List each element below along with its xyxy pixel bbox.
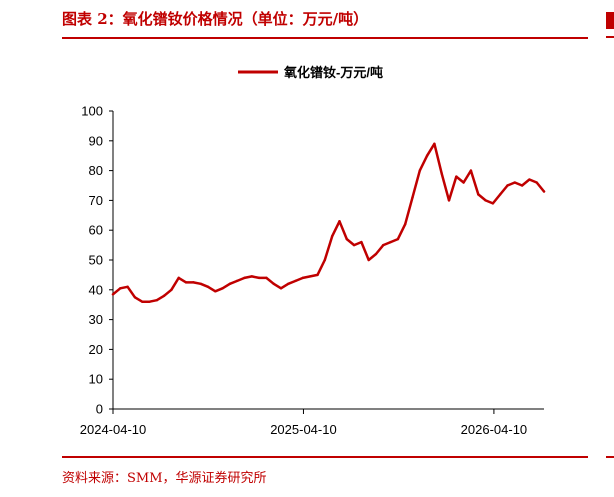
data-point [316, 273, 319, 277]
data-point [199, 282, 202, 286]
y-tick-label: 70 [89, 193, 103, 208]
data-point [177, 276, 180, 280]
data-point [542, 190, 546, 193]
data-point [447, 199, 451, 202]
y-tick-label: 60 [89, 223, 103, 238]
data-point [425, 154, 429, 157]
figure-title: 图表 2：氧化镨钕价格情况（单位：万元/吨） [62, 10, 369, 28]
data-point [250, 275, 253, 278]
data-point [411, 196, 414, 199]
data-point [513, 181, 516, 184]
data-point [382, 243, 385, 247]
data-point [374, 252, 378, 256]
data-point [279, 287, 283, 290]
source-note: 资料来源：SMM，华源证券研究所 [62, 471, 267, 486]
data-point [389, 240, 392, 244]
data-point [301, 276, 305, 280]
x-tick-label: 2026-04-10 [461, 422, 528, 437]
chart-axes: 0 10 20 30 40 50 60 70 80 90 100 2024-04-10 2025-04-… [80, 104, 544, 437]
chart-series [111, 142, 546, 303]
header-rule [62, 37, 588, 39]
data-point [528, 178, 531, 181]
data-point [396, 237, 400, 241]
data-point [469, 169, 473, 172]
data-point [352, 243, 356, 247]
data-point [257, 276, 261, 280]
y-tick-label: 90 [89, 133, 103, 148]
data-point [126, 285, 129, 289]
data-point [221, 287, 224, 290]
y-tick-label: 40 [89, 282, 103, 297]
data-point [133, 296, 137, 299]
y-tick-label: 10 [89, 372, 103, 387]
data-point [119, 287, 122, 290]
data-point [345, 237, 348, 241]
x-tick-label: 2025-04-10 [270, 422, 337, 437]
data-point [462, 181, 465, 184]
data-point [360, 240, 363, 244]
adjacent-column-footer-rule [606, 456, 614, 458]
data-point [484, 199, 487, 202]
legend-label: 氧化镨钕-万元/吨 [283, 65, 383, 80]
data-point [404, 223, 407, 226]
data-point [498, 193, 502, 196]
adjacent-column-header-rule [606, 36, 614, 38]
adjacent-column-title-marker [606, 12, 614, 29]
data-point [170, 288, 173, 291]
data-point [491, 202, 495, 205]
data-point [265, 276, 268, 280]
data-point [287, 282, 290, 286]
data-point [477, 193, 480, 196]
data-point [184, 281, 188, 284]
y-tick-label: 50 [89, 253, 103, 268]
data-point [433, 142, 436, 145]
data-point [148, 300, 151, 303]
data-point [338, 220, 341, 223]
y-tick-label: 0 [96, 402, 103, 417]
data-point [367, 258, 370, 262]
data-point [309, 275, 312, 278]
data-point [323, 258, 327, 262]
data-point [235, 279, 239, 283]
chart-legend: 氧化镨钕-万元/吨 [238, 65, 383, 80]
data-point [506, 184, 509, 187]
data-point [228, 282, 232, 286]
series-line [111, 142, 546, 303]
data-point [162, 294, 166, 297]
data-point [418, 169, 422, 172]
figure-header: 图表 2：氧化镨钕价格情况（单位：万元/吨） [62, 6, 588, 39]
data-point [192, 281, 195, 284]
data-point [535, 181, 538, 184]
y-tick-label: 100 [81, 104, 103, 119]
data-point [294, 279, 297, 283]
data-point [330, 234, 334, 238]
y-tick-label: 80 [89, 163, 103, 178]
data-point [243, 276, 246, 280]
data-point [155, 299, 159, 302]
data-point [141, 300, 144, 303]
data-point [214, 290, 217, 293]
data-point [111, 293, 115, 296]
data-point [440, 172, 443, 175]
x-tick-label: 2024-04-10 [80, 422, 147, 437]
data-point [272, 282, 275, 286]
data-point [520, 184, 524, 187]
y-tick-label: 30 [89, 312, 103, 327]
data-point [206, 285, 210, 289]
data-point [455, 175, 458, 178]
y-tick-label: 20 [89, 342, 103, 357]
footer-rule [62, 456, 588, 458]
